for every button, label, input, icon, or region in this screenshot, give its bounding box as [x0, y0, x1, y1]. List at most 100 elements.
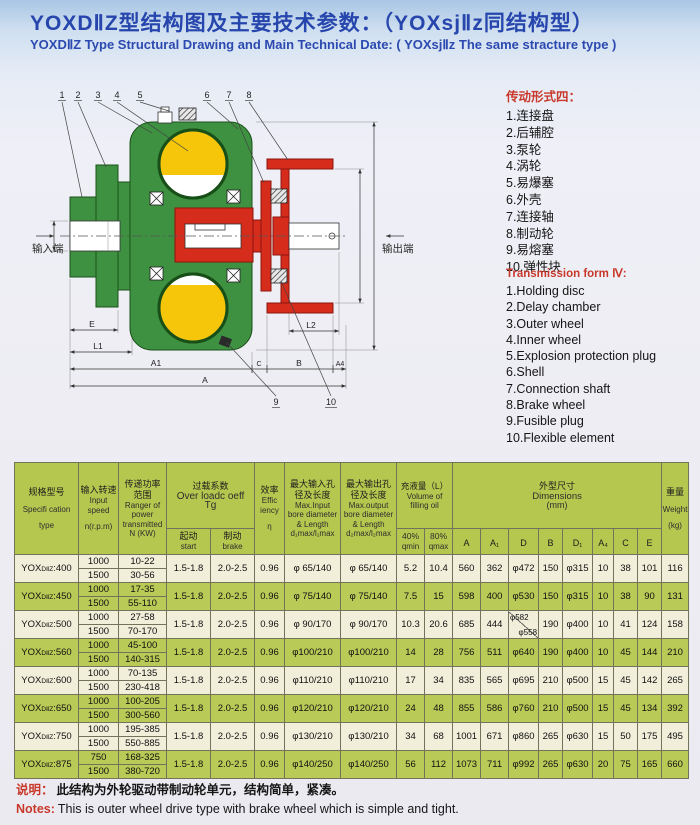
callout-label: 7	[226, 90, 231, 100]
brake-coeff-cell: 2.0-2.5	[209, 610, 256, 639]
weight-cell: 210	[661, 638, 690, 667]
dim-A4-cell: 15	[592, 694, 615, 723]
dim-label-A: A	[202, 375, 208, 385]
list-item: 7.连接轴	[506, 209, 554, 224]
dim-label-B: B	[296, 358, 302, 368]
parts-list-cn-heading: 传动形式四：	[506, 90, 582, 104]
speed-cell: 1000	[78, 638, 119, 653]
efficiency-cell: 0.96	[254, 610, 286, 639]
dim-C-cell: 41	[613, 610, 639, 639]
max-output-cell: φ 90/170	[340, 610, 398, 639]
dim-D-cell: φ992	[508, 750, 540, 779]
dim-D-cell: φ530	[508, 582, 540, 611]
dim-A1-cell: 400	[480, 582, 510, 611]
model-name-cell: YOXDⅡZ:650	[14, 694, 79, 723]
max-output-cell: φ 65/140	[340, 554, 398, 583]
output-end-label: 输出端	[382, 242, 414, 255]
model-name-cell: YOXDⅡZ:500	[14, 610, 79, 639]
power-cell: 100-205	[118, 694, 167, 709]
dim-D-cell: φ760	[508, 694, 540, 723]
brake-coeff-cell: 2.0-2.5	[209, 666, 256, 695]
qmax-cell: 68	[424, 722, 454, 751]
max-input-cell: φ100/210	[284, 638, 342, 667]
max-output-cell: φ120/210	[340, 694, 398, 723]
list-item: 10.Flexible element	[506, 430, 615, 445]
weight-cell: 265	[661, 666, 690, 695]
dim-C-cell: 38	[613, 554, 639, 583]
efficiency-cell: 0.96	[254, 694, 286, 723]
power-cell: 55-110	[118, 596, 167, 611]
page-title-cn: YOXDⅡZ型结构图及主要技术参数：（YOXsjⅡz同结构型）	[30, 12, 594, 35]
callout-label: 9	[273, 397, 278, 407]
qmax-cell: 28	[424, 638, 454, 667]
col-header-dim-A1: A₁	[480, 528, 510, 555]
power-cell: 70-170	[118, 624, 167, 639]
brake-coeff-cell: 2.0-2.5	[209, 554, 256, 583]
dim-D-cell: φ472	[508, 554, 540, 583]
dim-D1-cell: φ315	[562, 554, 594, 583]
dim-A1-cell: 444	[480, 610, 510, 639]
dim-E-cell: 175	[637, 722, 663, 751]
start-coeff-cell: 1.5-1.8	[166, 610, 211, 639]
callout-label: 2	[75, 90, 80, 100]
brake-coeff-cell: 2.0-2.5	[209, 694, 256, 723]
brake-coeff-cell: 2.0-2.5	[209, 722, 256, 751]
list-item: 5.易爆塞	[506, 176, 554, 191]
list-item: 3.Outer wheel	[506, 316, 584, 331]
power-cell: 550-885	[118, 736, 167, 751]
list-item: 4.涡轮	[506, 159, 542, 174]
col-header-dim-B: B	[538, 528, 564, 555]
start-coeff-cell: 1.5-1.8	[166, 666, 211, 695]
efficiency-cell: 0.96	[254, 554, 286, 583]
col-header-q80: 80% qmax	[424, 528, 454, 555]
max-input-cell: φ140/250	[284, 750, 342, 779]
table-row: 1500 230-418	[15, 680, 689, 695]
callout-label: 8	[246, 90, 251, 100]
parts-list-en: Transmission form Ⅳ: 1.Holding disc 2.De…	[506, 266, 698, 446]
speed-cell: 1000	[78, 582, 119, 597]
weight-cell: 116	[661, 554, 690, 583]
qmax-cell: 112	[424, 750, 454, 779]
start-coeff-cell: 1.5-1.8	[166, 554, 211, 583]
model-name-cell: YOXDⅡZ:875	[14, 750, 79, 779]
dim-A4-cell: 10	[592, 638, 615, 667]
max-input-cell: φ130/210	[284, 722, 342, 751]
dim-D-cell: φ582 φ558	[508, 610, 540, 639]
col-header-spec: 规格型号 Specifi cation type	[14, 462, 79, 555]
dim-A4-cell: 10	[592, 610, 615, 639]
notes-label-cn: 说明：	[16, 783, 54, 797]
dim-D1-cell: φ315	[562, 582, 594, 611]
col-header-start: 起动 start	[166, 528, 211, 555]
start-coeff-cell: 1.5-1.8	[166, 694, 211, 723]
dim-E-cell: 144	[637, 638, 663, 667]
dim-A-cell: 756	[452, 638, 482, 667]
weight-cell: 158	[661, 610, 690, 639]
dim-A-cell: 598	[452, 582, 482, 611]
dim-D-cell: φ640	[508, 638, 540, 667]
callout-label: 5	[137, 90, 142, 100]
qmax-cell: 20.6	[424, 610, 454, 639]
list-item: 8.制动轮	[506, 226, 554, 241]
parts-list-cn: 传动形式四： 1.连接盘 2.后辅腔 3.泵轮 4.涡轮 5.易爆塞 6.外壳 …	[506, 86, 698, 276]
dim-D1-cell: φ500	[562, 694, 594, 723]
col-header-dim-D: D	[508, 528, 540, 555]
max-input-cell: φ120/210	[284, 694, 342, 723]
notes-label-en: Notes:	[16, 802, 55, 816]
col-header-dim-E: E	[637, 528, 663, 555]
speed-cell: 1500	[78, 736, 119, 751]
efficiency-cell: 0.96	[254, 638, 286, 667]
col-header-volume: 充液量（L） Volume of filling oil	[396, 462, 454, 529]
power-cell: 195-385	[118, 722, 167, 737]
weight-cell: 392	[661, 694, 690, 723]
col-header-weight: 重量 Weight (kg)	[661, 462, 690, 555]
max-input-cell: φ110/210	[284, 666, 342, 695]
table-row: YOXDⅡZ:500 1000 27-58 1.5-1.8 2.0-2.5 0.96 φ 9…	[14, 610, 690, 639]
list-item: 5.Explosion protection plug	[506, 349, 657, 364]
callout-label: 6	[204, 90, 209, 100]
dim-label-A1: A1	[151, 358, 162, 368]
dim-B-cell: 210	[538, 666, 564, 695]
parts-list-en-heading: Transmission form Ⅳ:	[506, 268, 627, 280]
speed-cell: 1500	[78, 652, 119, 667]
table-row: 1500 550-885	[15, 736, 689, 751]
qmin-cell: 56	[396, 750, 426, 779]
